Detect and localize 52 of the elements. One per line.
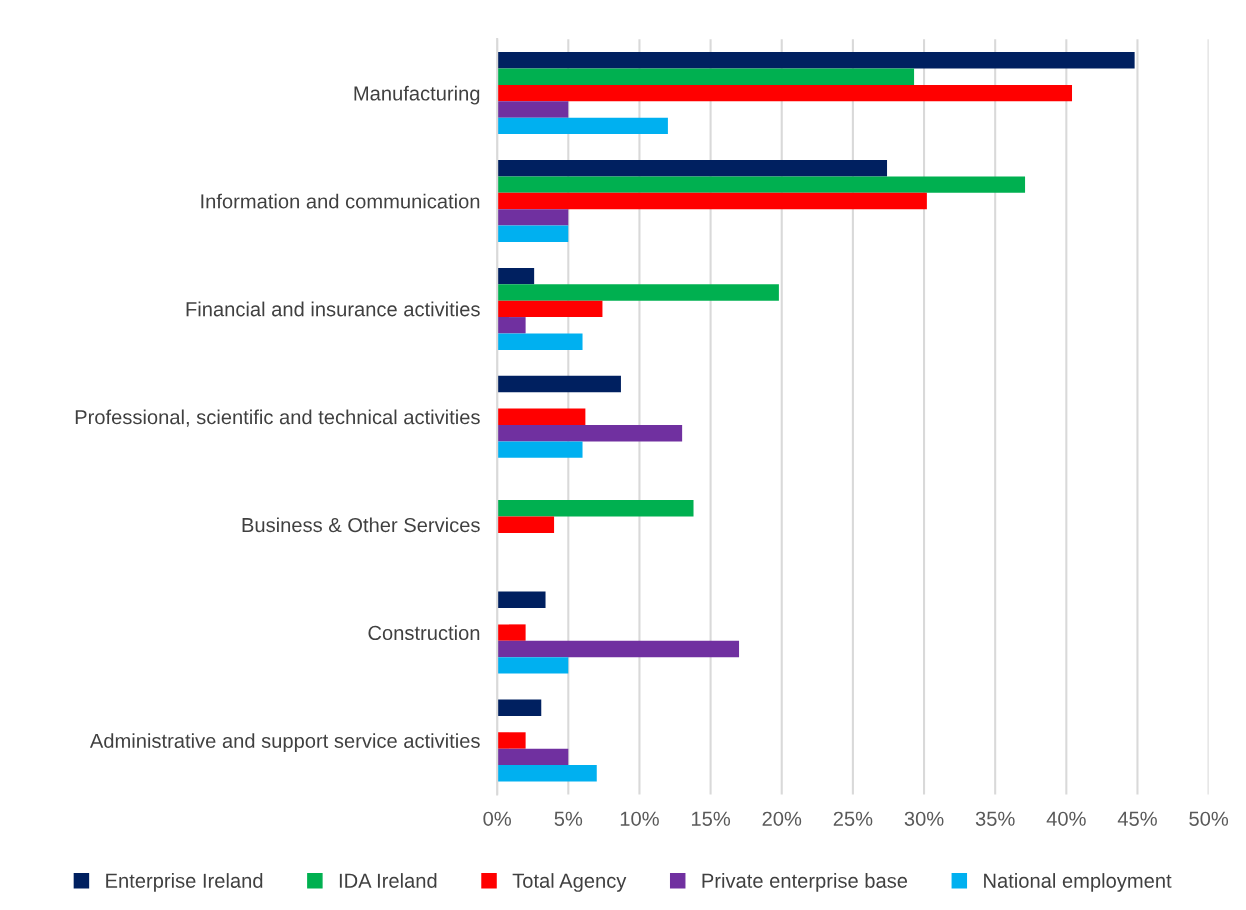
legend-label: National employment xyxy=(984,873,1172,892)
bar xyxy=(497,699,542,716)
y-tick-label: Administrative and support service activities xyxy=(89,733,480,752)
legend-label: Total Agency xyxy=(512,873,627,892)
x-tick-label: 40% xyxy=(1046,811,1086,826)
bar xyxy=(497,640,740,658)
bar xyxy=(497,159,888,177)
x-tick-label: 35% xyxy=(975,811,1015,826)
bar xyxy=(497,732,526,749)
x-tick-label: 30% xyxy=(904,811,944,826)
bar xyxy=(497,591,546,608)
legend-label: IDA Ireland xyxy=(339,873,437,888)
bar xyxy=(497,624,526,641)
x-tick-label: 20% xyxy=(762,811,802,826)
bar xyxy=(497,192,927,210)
y-tick-label: Construction xyxy=(368,625,480,641)
y-tick-label: Business & Other Services xyxy=(242,517,480,533)
bar xyxy=(497,52,1135,69)
bar xyxy=(497,748,569,766)
bar xyxy=(497,657,569,674)
bar xyxy=(497,176,1026,193)
bar xyxy=(497,516,555,533)
bar xyxy=(497,68,915,85)
bar xyxy=(497,500,694,517)
y-tick-label: Professional, scientific and technical activities xyxy=(75,409,480,427)
x-tick-label: 50% xyxy=(1189,811,1229,826)
bar xyxy=(497,300,603,318)
bar xyxy=(497,333,583,350)
bar xyxy=(497,765,597,782)
bar xyxy=(497,117,668,135)
y-tick-label: Financial and insurance activities xyxy=(186,301,480,317)
y-tick-label: Manufacturing xyxy=(354,85,480,105)
legend-label: Enterprise Ireland xyxy=(106,873,263,892)
x-tick-label: 5% xyxy=(554,811,583,826)
x-tick-label: 15% xyxy=(691,811,731,826)
bar xyxy=(497,424,683,442)
x-tick-label: 25% xyxy=(833,811,873,826)
x-tick-label: 45% xyxy=(1117,811,1157,826)
bar xyxy=(497,267,535,285)
bar xyxy=(497,317,526,334)
legend-label: Private enterprise base xyxy=(702,873,908,892)
bar xyxy=(497,101,569,118)
bar xyxy=(497,225,569,242)
x-tick-label: 0% xyxy=(483,811,511,826)
bar xyxy=(497,375,621,393)
x-tick-label: 10% xyxy=(620,811,659,826)
bar xyxy=(497,441,583,458)
bar xyxy=(497,408,586,425)
bar xyxy=(497,284,779,301)
bar xyxy=(497,209,569,226)
y-tick-label: Information and communication xyxy=(201,193,480,209)
bar xyxy=(497,84,1073,102)
